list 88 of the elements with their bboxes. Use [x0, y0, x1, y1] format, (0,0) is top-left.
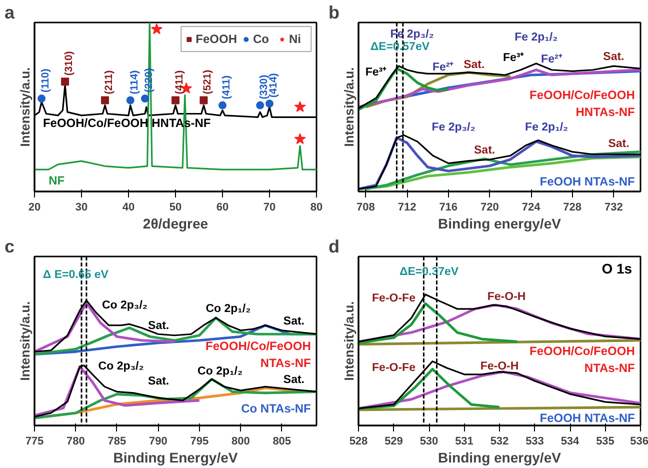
annotation: Co 2p₃/₂: [98, 360, 144, 372]
annotation: Fe²⁺: [432, 61, 454, 74]
annotation: Sat.: [608, 138, 630, 150]
annotation: Sat.: [283, 374, 304, 386]
text: Fe 2p₃/₂: [390, 28, 434, 40]
x-tick-label: 795: [190, 436, 209, 448]
annotation: Sat.: [464, 58, 485, 71]
text: ΔE=0.57eV: [370, 40, 430, 53]
x-tick-label: 30: [75, 202, 88, 214]
annotation: Fe³⁺: [365, 66, 387, 78]
text: Δ E=0.65 eV: [42, 269, 109, 282]
annotation: (411): [220, 75, 232, 100]
series-label: Co NTAs-NF: [241, 402, 311, 416]
annotation: (110): [40, 68, 52, 93]
annotation: Sat.: [148, 320, 170, 332]
annotation: Fe 2p₃/₂: [432, 121, 476, 134]
x-axis-title: Binding energy/eV: [438, 216, 562, 232]
annotation: Fe-O-H: [487, 291, 526, 304]
x-tick-label: 40: [122, 202, 135, 214]
annotation: Sat.: [283, 316, 304, 328]
series-label: FeOOH NTAs-NF: [540, 410, 635, 425]
annotation: Co 2p₁/₂: [206, 302, 251, 315]
x-tick-label: 800: [231, 436, 250, 448]
text: ΔE=0.37eV: [399, 266, 459, 278]
x-axis-title: Binding Energy/eV: [113, 450, 238, 466]
x-tick-label: 528: [349, 436, 368, 448]
x-tick-label: 728: [563, 202, 582, 214]
x-tick-label: 775: [25, 436, 44, 448]
x-tick-label: 534: [560, 436, 580, 448]
y-axis-title: Intensity/a.u.: [18, 67, 32, 147]
x-tick-label: 724: [522, 202, 542, 214]
x-tick-label: 80: [310, 202, 323, 214]
legend-label: Co: [253, 32, 270, 46]
annotation: Fe³⁺: [502, 52, 524, 64]
x-tick-label: 535: [596, 436, 614, 448]
x-tick-label: 708: [356, 202, 375, 214]
annotation: (310): [63, 51, 76, 76]
x-tick-label: 805: [272, 436, 292, 448]
annotation: (521): [202, 70, 214, 94]
x-tick-label: 532: [490, 436, 509, 448]
x-tick-label: 785: [108, 436, 126, 448]
text: a: [4, 2, 16, 22]
text: O 1s: [602, 260, 632, 276]
x-axis-title: Binding energy/eV: [438, 450, 562, 466]
x-tick-label: 716: [439, 202, 458, 214]
series-label: NF: [48, 174, 65, 188]
annotation: (211): [103, 70, 115, 94]
legend-label: Ni: [289, 32, 302, 46]
annotation: (220): [142, 68, 155, 93]
series-label: FeOOH NTAs-NF: [540, 174, 635, 188]
annotation: Co 2p₃/₂: [102, 300, 148, 312]
annotation: Fe-O-H: [480, 360, 519, 372]
legend-label: FeOOH: [196, 32, 237, 46]
x-tick-label: 790: [149, 436, 168, 448]
annotation: (330): [258, 74, 270, 100]
x-tick-label: 531: [455, 436, 474, 448]
x-tick-label: 712: [398, 202, 416, 214]
y-axis-title: Intensity/a.u.: [18, 301, 32, 381]
annotation: Fe²⁺: [541, 54, 562, 66]
annotation: Sat.: [474, 144, 496, 157]
x-tick-label: 530: [420, 436, 438, 448]
y-axis-title: Intensity/a.u.: [342, 67, 356, 147]
text: b: [328, 2, 340, 22]
x-tick-label: 60: [216, 202, 229, 214]
x-tick-label: 533: [526, 436, 544, 448]
series-label: FeOOH/Co/FeOOH NTAs-NF: [530, 344, 635, 375]
x-tick-label: 50: [169, 202, 182, 214]
y-axis-title: Intensity/a.u.: [342, 301, 356, 381]
x-tick-label: 536: [630, 436, 648, 448]
annotation: Fe-O-Fe: [372, 362, 416, 374]
text: d: [328, 236, 340, 256]
text: Sat.: [603, 51, 624, 64]
x-tick-label: 732: [604, 202, 623, 214]
text: c: [4, 236, 15, 256]
annotation: (114): [128, 70, 140, 94]
text: Fe 2p₁/₂: [514, 32, 558, 44]
x-tick-label: 529: [384, 436, 403, 448]
x-tick-label: 20: [28, 202, 41, 214]
x-tick-label: 70: [263, 202, 276, 214]
x-tick-label: 720: [480, 202, 499, 214]
annotation: Fe-O-Fe: [372, 292, 416, 304]
annotation: Sat.: [148, 376, 170, 388]
series-label: FeOOH/Co/FeOOH HNTAs-NF: [530, 88, 635, 120]
annotation: (411): [174, 70, 186, 94]
annotation: (414): [268, 73, 280, 98]
x-tick-label: 780: [66, 436, 85, 448]
annotation: Fe 2p₁/₂: [525, 121, 568, 134]
x-axis-title: 2θ/degree: [142, 216, 208, 232]
